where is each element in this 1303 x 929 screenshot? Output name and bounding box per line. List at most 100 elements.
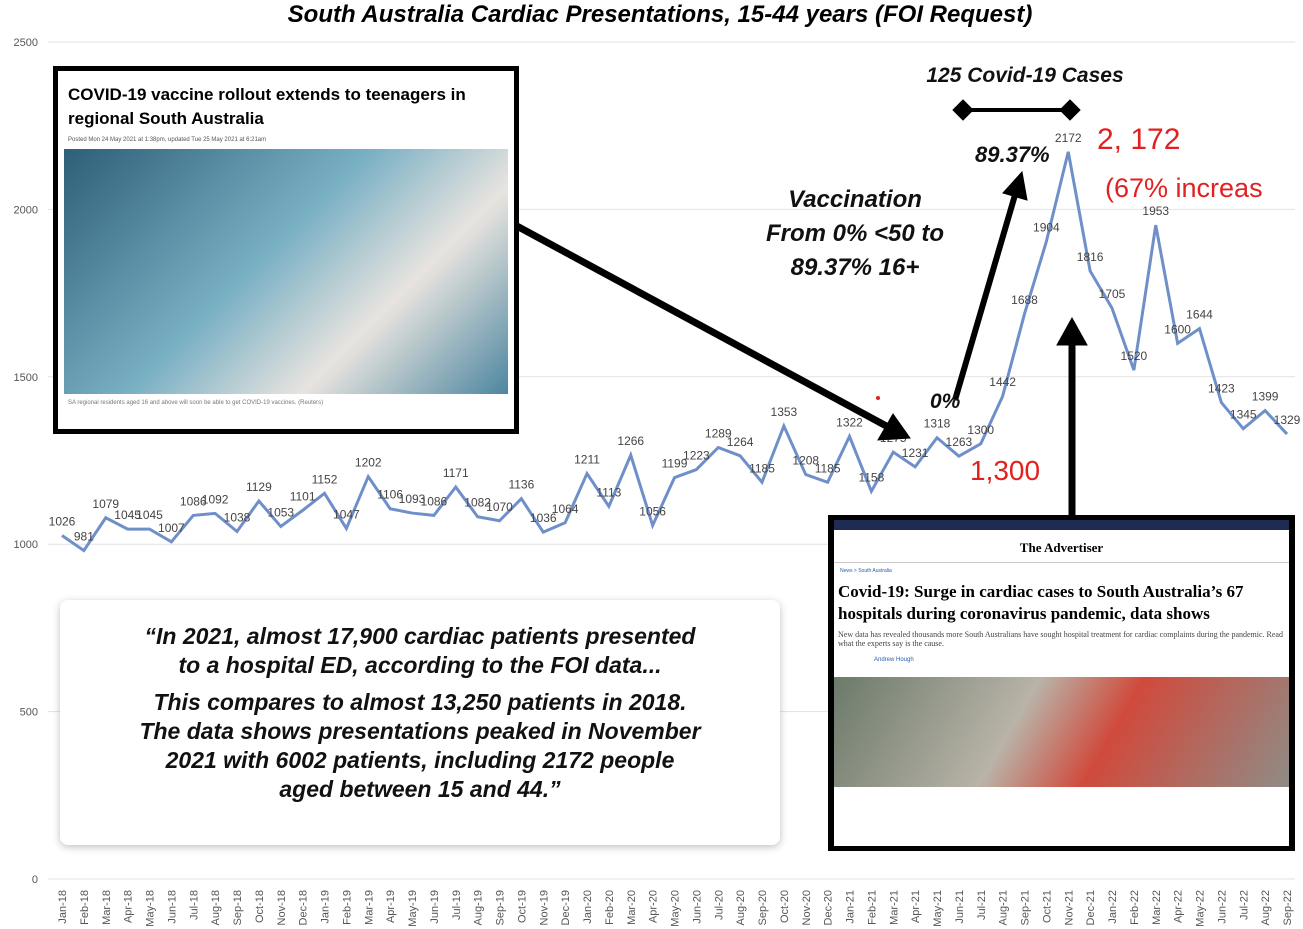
x-tick-label: Dec-19 <box>560 890 572 925</box>
x-tick-label: Aug-20 <box>735 890 747 925</box>
x-tick-label: Dec-20 <box>823 890 835 925</box>
annotation: Vaccination From 0% <50 to 89.37% 16+ <box>740 183 970 285</box>
x-tick-label: Feb-19 <box>341 890 353 925</box>
arrows <box>513 99 1088 515</box>
data-label: 1070 <box>486 500 513 514</box>
caption: SA regional residents aged 16 and above … <box>68 400 324 406</box>
data-label: 1007 <box>158 521 185 535</box>
text: 89.37% 16+ <box>790 254 920 281</box>
x-tick-label: Jul-18 <box>188 890 200 920</box>
data-label: 1263 <box>946 435 973 449</box>
data-label: 1322 <box>836 415 863 429</box>
data-label: 1442 <box>989 375 1016 389</box>
data-label: 1345 <box>1230 408 1257 422</box>
data-label: 1158 <box>858 470 884 484</box>
data-label: 1113 <box>596 485 621 499</box>
annotation: 0% <box>930 390 961 413</box>
data-label: 1064 <box>552 502 579 516</box>
line <box>61 151 1289 553</box>
data-label: 1223 <box>683 449 710 463</box>
data-label: 1106 <box>377 488 403 502</box>
y-tick-label: 2000 <box>14 204 38 216</box>
data-label: 1300 <box>967 423 994 437</box>
x-tick-label: Apr-20 <box>648 890 660 923</box>
data-label: 1211 <box>574 453 600 467</box>
data-label: 1093 <box>399 492 426 506</box>
x-tick-label: May-21 <box>932 890 944 927</box>
x-tick-label: Apr-21 <box>910 890 922 923</box>
data-label: 1266 <box>617 434 644 448</box>
x-tick-label: Jun-18 <box>166 890 178 924</box>
x-tick-label: Jul-22 <box>1238 890 1250 920</box>
x-tick-label: Feb-22 <box>1129 890 1141 925</box>
news-card: COVID-19 vaccine rollout extends to teen… <box>53 66 519 434</box>
data-label: 2172 <box>1055 131 1082 145</box>
data-label: 1082 <box>464 496 491 510</box>
headline: Covid-19: Surge in cardiac cases to Sout… <box>838 582 1244 623</box>
text: Vaccination <box>788 186 922 213</box>
text: From 0% <50 to <box>765 220 945 247</box>
x-tick-label: Sep-18 <box>232 890 244 925</box>
x-tick-label: Nov-19 <box>538 890 550 925</box>
data-label: 1047 <box>333 507 360 521</box>
data-label: 1026 <box>49 514 76 528</box>
data-label: 1289 <box>705 426 732 440</box>
x-tick-label: Feb-20 <box>604 890 616 925</box>
text: 2021 with 6002 patients, including 2172 … <box>165 747 675 773</box>
dot <box>876 396 880 400</box>
data-label: 1520 <box>1121 349 1148 363</box>
x-tick-label: Apr-18 <box>123 890 135 923</box>
x-tick-label: Sep-19 <box>495 890 507 925</box>
x-tick-label: Jan-22 <box>1107 890 1119 924</box>
x-tick-label: Aug-19 <box>473 890 485 925</box>
masthead: The Advertiser <box>834 530 1289 563</box>
x-tick-label: Apr-22 <box>1173 890 1185 923</box>
x-tick-label: Jun-21 <box>954 890 966 924</box>
data-label: 1904 <box>1033 221 1060 235</box>
annotation: 2, 172 <box>1097 123 1181 156</box>
breadcrumb: News > South Australia <box>840 568 892 574</box>
data-label: 1171 <box>443 466 469 480</box>
x-tick-label: Mar-19 <box>363 890 375 925</box>
text: The data shows presentations peaked in N… <box>139 718 701 744</box>
annotation: 1,300 <box>970 455 1041 486</box>
x-tick-label: Aug-18 <box>210 890 222 925</box>
data-label: 1185 <box>815 461 841 475</box>
x-tick-label: May-18 <box>145 890 157 927</box>
chart-title: South Australia Cardiac Presentations, 1… <box>288 1 1033 28</box>
data-label: 1816 <box>1077 250 1104 264</box>
x-tick-label: Jan-20 <box>582 890 594 924</box>
x-tick-label: Oct-20 <box>779 890 791 923</box>
x-tick-label: Jul-21 <box>976 890 988 920</box>
x-tick-label: Aug-21 <box>998 890 1010 925</box>
data-label: 1053 <box>267 505 294 519</box>
x-tick-label: Jan-18 <box>57 890 69 924</box>
data-label: 1079 <box>92 497 119 511</box>
x-tick-label: Mar-20 <box>626 890 638 925</box>
data-label: 1199 <box>662 457 688 471</box>
x-tick-label: Jan-19 <box>320 890 332 924</box>
data-label: 1329 <box>1274 413 1301 427</box>
photo <box>64 149 508 394</box>
annotation: (67% increas <box>1105 173 1263 203</box>
x-tick-label: Mar-22 <box>1151 890 1163 925</box>
x-tick-label: Aug-22 <box>1260 890 1272 925</box>
annotation: 89.37% <box>975 142 1050 167</box>
data-label: 1045 <box>136 508 163 522</box>
data-label: 1101 <box>290 489 316 503</box>
x-tick-label: Mar-21 <box>888 890 900 925</box>
data-label: 1600 <box>1164 322 1191 336</box>
x-tick-label: Sep-20 <box>757 890 769 925</box>
x-tick-label: Nov-18 <box>276 890 288 925</box>
data-label: 1056 <box>639 504 666 518</box>
data-label: 1264 <box>727 435 754 449</box>
text: aged between 15 and 44.” <box>279 776 561 802</box>
byline: Posted Mon 24 May 2021 at 1:38pm, update… <box>68 137 267 143</box>
y-tick-label: 1000 <box>14 539 38 551</box>
x-tick-label: Jun-19 <box>429 890 441 924</box>
x-tick-label: Nov-21 <box>1063 890 1075 925</box>
x-tick-label: Sep-22 <box>1282 890 1294 925</box>
text: This compares to almost 13,250 patients … <box>153 689 687 715</box>
data-label: 1318 <box>924 417 951 431</box>
